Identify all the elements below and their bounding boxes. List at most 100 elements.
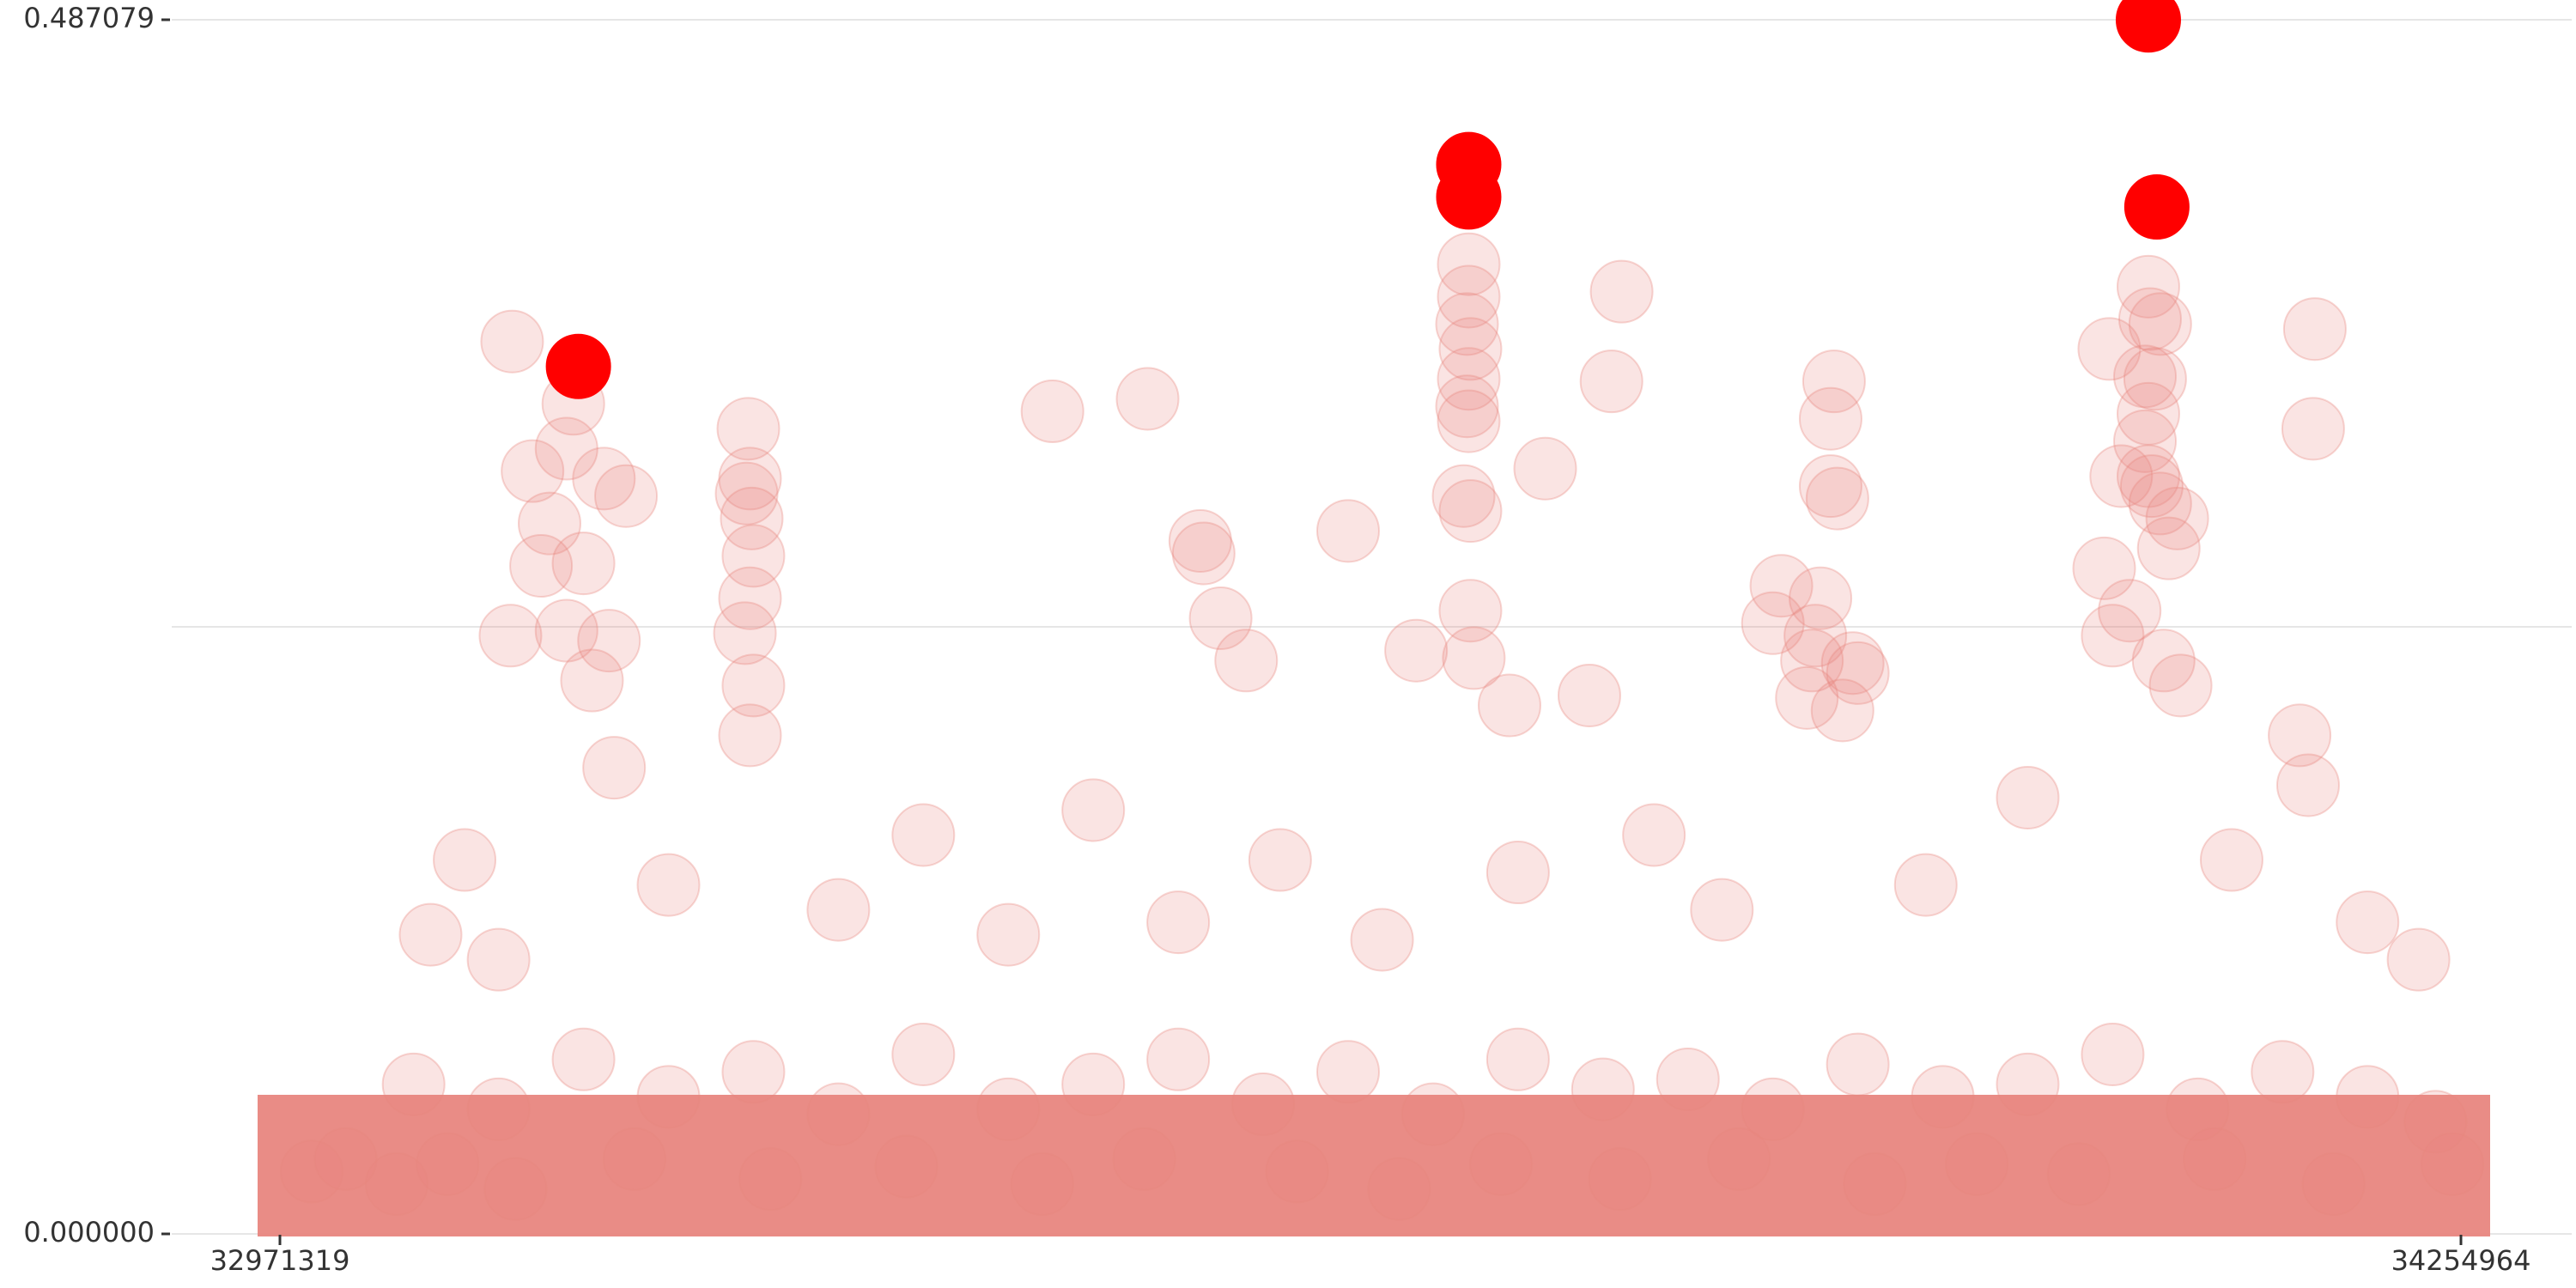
data-point xyxy=(2199,828,2263,892)
highlighted-point xyxy=(1436,164,1502,230)
data-point xyxy=(2081,1022,2145,1086)
data-point xyxy=(2116,381,2180,446)
data-point xyxy=(1400,1082,1465,1146)
data-point xyxy=(2117,287,2182,351)
data-point xyxy=(2131,629,2196,693)
data-point xyxy=(1579,349,1643,414)
data-point xyxy=(1485,841,1550,905)
data-point xyxy=(1783,604,1848,668)
data-point xyxy=(466,1077,531,1141)
data-point xyxy=(738,1147,803,1212)
data-point xyxy=(1469,1132,1534,1196)
data-point xyxy=(2301,1151,2366,1216)
data-point xyxy=(1438,579,1503,643)
data-point xyxy=(1805,466,1869,531)
data-point xyxy=(718,447,782,511)
data-point xyxy=(1435,292,1499,356)
data-point xyxy=(1477,673,1541,738)
data-point xyxy=(1707,1127,1771,1191)
data-point xyxy=(1435,374,1499,439)
data-point xyxy=(1112,1127,1176,1191)
data-point xyxy=(636,1065,701,1129)
data-point xyxy=(1188,586,1253,650)
data-point xyxy=(279,1139,343,1204)
data-point xyxy=(509,533,574,598)
density-band xyxy=(258,1095,2490,1236)
data-point xyxy=(1622,803,1686,867)
data-point xyxy=(1384,618,1449,683)
data-point xyxy=(1775,665,1839,730)
data-point xyxy=(1248,828,1312,892)
data-point xyxy=(636,853,701,917)
data-point xyxy=(2113,409,2178,473)
data-point xyxy=(1741,591,1805,655)
data-point xyxy=(1749,554,1814,618)
data-point xyxy=(466,927,531,992)
data-point xyxy=(1589,259,1654,324)
data-point xyxy=(976,1077,1041,1141)
data-point xyxy=(560,648,624,713)
data-point xyxy=(2183,1127,2247,1191)
data-point xyxy=(2148,653,2213,718)
data-point xyxy=(1437,347,1501,411)
data-point xyxy=(2136,516,2201,580)
data-point xyxy=(534,416,598,481)
data-point xyxy=(1996,765,2060,829)
data-point xyxy=(2336,1065,2400,1129)
data-point xyxy=(1798,454,1862,519)
data-point xyxy=(313,1127,378,1191)
data-point xyxy=(582,736,647,800)
data-point xyxy=(976,902,1041,967)
data-point xyxy=(2089,444,2154,508)
data-point xyxy=(891,1022,956,1086)
data-point xyxy=(1367,1157,1431,1221)
data-point xyxy=(1656,1048,1720,1112)
data-point xyxy=(577,609,641,673)
highlighted-point xyxy=(545,333,611,399)
data-point xyxy=(1893,853,1958,917)
data-point xyxy=(1780,629,1844,693)
data-point xyxy=(2145,486,2209,550)
data-point xyxy=(1945,1132,2009,1196)
axes: 0.487079 0.000000 32971319 34254964 xyxy=(23,2,2530,1277)
data-point xyxy=(1485,1027,1550,1091)
data-point xyxy=(2098,579,2162,643)
data-point xyxy=(1798,386,1862,451)
data-point xyxy=(1171,521,1236,586)
data-point xyxy=(2282,297,2347,361)
data-point xyxy=(1168,508,1232,573)
data-point xyxy=(1438,479,1503,544)
data-point xyxy=(1061,778,1126,842)
data-point xyxy=(2386,927,2451,992)
data-point xyxy=(602,1127,666,1191)
data-point xyxy=(1265,1139,1329,1204)
data-point xyxy=(1010,1151,1074,1216)
data-point xyxy=(2128,292,2192,356)
data-point xyxy=(2113,344,2178,409)
data-point xyxy=(1801,349,1866,414)
data-point xyxy=(891,803,956,867)
data-point xyxy=(551,532,616,596)
data-point xyxy=(1214,629,1279,693)
data-point xyxy=(480,309,544,374)
data-point xyxy=(1826,641,1890,705)
data-point xyxy=(572,447,636,511)
data-point xyxy=(1571,1057,1635,1121)
data-point xyxy=(2336,890,2400,955)
points xyxy=(279,232,2485,1221)
data-point xyxy=(517,491,581,556)
data-point xyxy=(721,1040,786,1104)
data-point xyxy=(721,653,786,718)
data-point xyxy=(2046,1142,2111,1206)
data-point xyxy=(2116,254,2180,319)
data-point xyxy=(1350,908,1414,972)
data-point xyxy=(1231,1072,1296,1137)
data-point xyxy=(1438,317,1503,381)
data-point xyxy=(2268,703,2332,768)
data-point xyxy=(1843,1151,1907,1216)
data-point xyxy=(501,439,565,503)
overlap-band xyxy=(258,1095,2490,1236)
data-point xyxy=(1826,1032,1890,1097)
